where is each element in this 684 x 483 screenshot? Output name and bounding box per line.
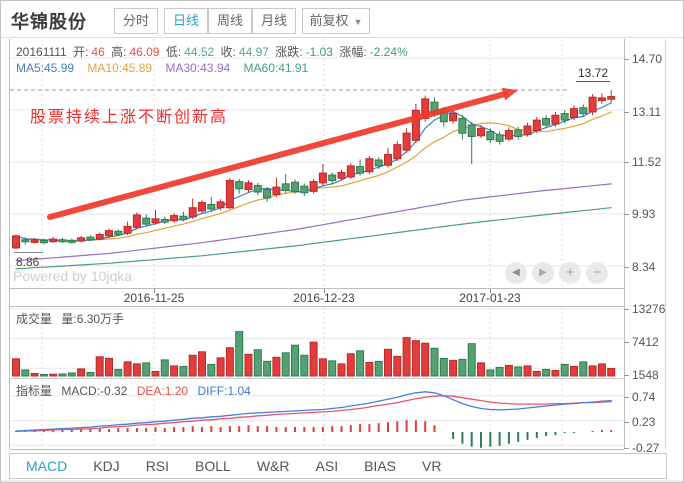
page-title: 华锦股份 [11, 12, 87, 32]
macd-value: MACD:-0.32 [61, 384, 128, 398]
macd-axis-label: 0.23 [624, 415, 655, 429]
pan-left-button[interactable]: ◀ [505, 262, 527, 284]
volume-chart [10, 307, 624, 378]
indicator-tab-bias[interactable]: BIAS [364, 458, 396, 474]
volume-pane[interactable]: 成交量 量:6.30万手 [10, 307, 624, 379]
adjust-dropdown[interactable]: 前复权 ▼ [302, 8, 370, 34]
indicator-tab-vr[interactable]: VR [422, 458, 442, 474]
prev-high-label: 13.72 [576, 66, 611, 82]
price-axis-label: 14.70 [624, 52, 662, 66]
indicator-tab-wr[interactable]: W&R [256, 458, 290, 474]
tab-monthly[interactable]: 月线 [252, 8, 296, 34]
indicator-tab-macd[interactable]: MACD [26, 458, 68, 474]
zoom-out-button[interactable]: − [586, 262, 608, 284]
price-axis-label: 11.52 [624, 155, 661, 169]
indicator-tab-rsi[interactable]: RSI [145, 458, 170, 474]
info-close: 44.97 [238, 45, 269, 59]
volume-axis-label: 7412 [624, 335, 659, 349]
chart-area: 20161111 开: 46 高: 46.09 低: 44.52 收: 44.97 涨跌… [9, 39, 625, 450]
date-tick [154, 289, 155, 293]
x-axis-date-band: 2016-11-25 2016-12-23 2017-01-23 [10, 289, 624, 307]
volume-title: 成交量 [16, 312, 53, 326]
diff-value: DIFF:1.04 [197, 384, 251, 398]
price-axis-label: 13.11 [624, 105, 661, 119]
zoom-in-button[interactable]: + [559, 262, 581, 284]
chart-nav-buttons: ◀ ▶ + − [505, 262, 608, 284]
tab-daily[interactable]: 日线 [164, 8, 208, 34]
chevron-down-icon: ▼ [353, 17, 363, 27]
info-change: -1.03 [305, 45, 333, 59]
price-axis-label: 9.93 [624, 207, 655, 221]
info-high: 46.09 [129, 45, 160, 59]
price-axis-label: 8.34 [624, 260, 655, 274]
macd-axis-label: 0.74 [624, 390, 655, 404]
indicator-tab-asi[interactable]: ASI [315, 458, 339, 474]
ohlc-info-bar: 20161111 开: 46 高: 46.09 低: 44.52 收: 44.97 涨跌… [16, 45, 408, 59]
candlestick-chart [10, 39, 624, 288]
tab-weekly[interactable]: 周线 [208, 8, 252, 34]
ma10-legend: MA10:45.89 [87, 61, 153, 75]
price-pane[interactable]: 20161111 开: 46 高: 46.09 低: 44.52 收: 44.97 涨跌… [10, 39, 624, 289]
bottom-strip [1, 480, 683, 482]
ma-legend: MA5:45.99 MA10:45.89 MA30:43.94 MA60:41.… [16, 61, 318, 75]
date-label-3: 2017-01-23 [459, 291, 521, 305]
date-tick [490, 289, 491, 293]
indicator-tab-bar: MACD KDJ RSI BOLL W&R ASI BIAS VR [9, 453, 667, 479]
period-low-label: 8.86 [14, 252, 44, 269]
indicator-tab-boll[interactable]: BOLL [195, 458, 231, 474]
date-label-1: 2016-11-25 [123, 291, 185, 305]
indicator-header: 指标量 MACD:-0.32 DEA:1.20 DIFF:1.04 [16, 382, 257, 399]
macd-axis-label: -0.27 [624, 441, 659, 455]
volume-value: 量:6.30万手 [61, 312, 125, 326]
info-date: 20161111 [16, 45, 67, 59]
pan-right-button[interactable]: ▶ [532, 262, 554, 284]
indicator-pane[interactable]: 指标量 MACD:-0.32 DEA:1.20 DIFF:1.04 [10, 379, 624, 450]
volume-axis-label: 1548 [624, 368, 659, 382]
adjust-dropdown-label: 前复权 [309, 13, 349, 28]
volume-axis-label: 13276 [624, 302, 665, 316]
info-change-pct: -2.24% [369, 45, 408, 59]
indicator-tab-kdj[interactable]: KDJ [93, 458, 120, 474]
trend-annotation-text: 股票持续上涨不断创新高 [30, 109, 229, 126]
ma5-legend: MA5:45.99 [16, 61, 75, 75]
indicator-title: 指标量 [16, 384, 53, 398]
volume-header: 成交量 量:6.30万手 [16, 310, 130, 327]
info-open: 46 [91, 45, 105, 59]
header-bar: 华锦股份 分时 日线 周线 月线 前复权 ▼ [1, 1, 683, 38]
macd-chart [10, 379, 624, 449]
info-low: 44.52 [184, 45, 215, 59]
right-divider [665, 39, 666, 449]
date-tick [324, 289, 325, 293]
dea-value: DEA:1.20 [136, 384, 189, 398]
ma30-legend: MA30:43.94 [165, 61, 231, 75]
watermark: Powered by 10jqka [13, 268, 133, 284]
tab-time-sharing[interactable]: 分时 [114, 8, 158, 34]
date-label-2: 2016-12-23 [293, 291, 355, 305]
ma60-legend: MA60:41.91 [243, 61, 309, 75]
